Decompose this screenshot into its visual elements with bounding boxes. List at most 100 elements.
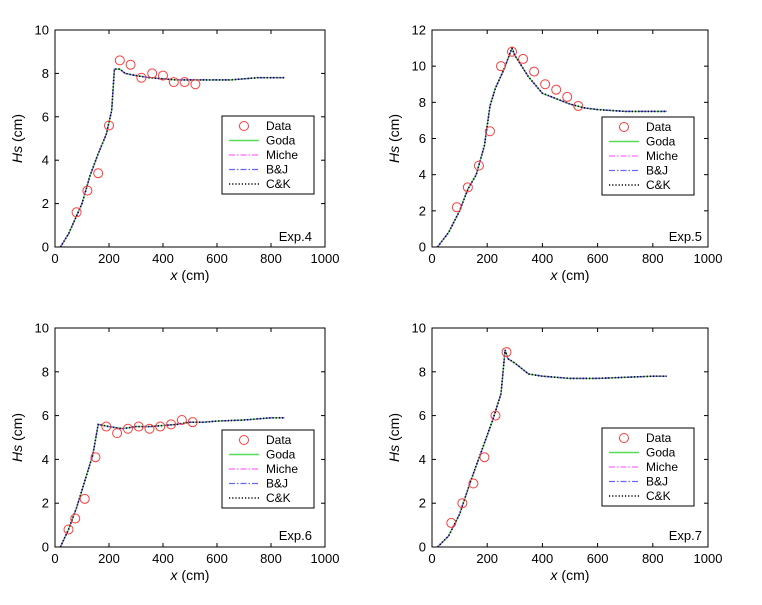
panel-label: Exp.5 (669, 229, 702, 244)
data-point (101, 421, 112, 432)
data-point (125, 59, 136, 70)
data-point (446, 517, 457, 528)
data-point (79, 493, 90, 504)
y-axis-label: Hs (cm) (386, 413, 402, 462)
data-point (187, 417, 198, 428)
legend-label-goda: Goda (646, 446, 676, 460)
x-tick-label: 0 (428, 551, 435, 566)
x-tick-label: 800 (642, 551, 664, 566)
data-point (529, 66, 540, 77)
x-tick-label: 600 (206, 551, 228, 566)
data-point (155, 421, 166, 432)
x-tick-label: 0 (51, 551, 58, 566)
data-point (158, 70, 168, 81)
data-point (473, 160, 484, 171)
y-tick-label: 2 (419, 496, 426, 511)
y-tick-label: 6 (42, 109, 49, 124)
legend-label-bandj: B&J (646, 164, 668, 178)
legend-label-miche: Miche (266, 462, 298, 476)
data-point (479, 452, 490, 463)
data-point (166, 419, 177, 430)
data-point (518, 53, 529, 64)
data-point (457, 498, 468, 509)
y-tick-label: 6 (419, 131, 426, 146)
legend-label-bandj: B&J (646, 475, 668, 489)
x-tick-label: 400 (152, 251, 174, 266)
y-axis-label: Hs (cm) (386, 114, 402, 163)
data-point (104, 120, 114, 131)
legend-label-candk: C&K (266, 177, 291, 191)
x-tick-label: 800 (642, 251, 664, 266)
legend-label-bandj: B&J (266, 163, 288, 177)
x-axis-label: x (cm) (170, 267, 210, 283)
chart-panel-exp-7: 0 200 400 600 800 1000 0 2 4 6 8 10 x (cm) Hs (cm) Dat… (386, 321, 722, 584)
x-tick-label: 800 (260, 251, 282, 266)
x-tick-label: 400 (532, 551, 554, 566)
y-tick-label: 10 (35, 23, 49, 38)
data-point (147, 68, 158, 79)
legend-label-goda: Goda (266, 448, 296, 462)
legend-marker-data (619, 122, 629, 132)
legend-label-candk: C&K (266, 491, 291, 505)
y-tick-label: 2 (42, 196, 49, 211)
x-tick-label: 600 (587, 251, 609, 266)
x-tick-label: 1000 (311, 551, 340, 566)
y-tick-label: 0 (42, 240, 49, 255)
x-axis-label: x (cm) (170, 567, 210, 583)
legend-label-data: Data (266, 119, 292, 133)
legend-label-data: Data (646, 431, 672, 445)
legend-label-miche: Miche (646, 460, 678, 474)
plot-area-frame (431, 327, 709, 548)
x-tick-label: 0 (51, 251, 58, 266)
data-point (562, 91, 573, 102)
y-tick-label: 10 (412, 59, 426, 74)
y-tick-label: 0 (42, 540, 49, 555)
data-point (133, 421, 144, 432)
y-tick-label: 4 (42, 153, 49, 168)
data-point (71, 207, 82, 218)
y-tick-label: 2 (419, 203, 426, 218)
x-tick-label: 400 (532, 251, 554, 266)
x-tick-label: 0 (428, 251, 435, 266)
x-axis-label: x (cm) (550, 267, 590, 283)
x-tick-label: 200 (98, 251, 120, 266)
x-tick-label: 600 (587, 551, 609, 566)
legend-label-data: Data (646, 120, 672, 134)
legend-marker-data (619, 433, 629, 443)
x-tick-label: 200 (476, 551, 498, 566)
x-tick-label: 800 (260, 551, 282, 566)
x-tick-label: 400 (152, 551, 174, 566)
data-point (112, 428, 123, 439)
x-tick-label: 1000 (694, 251, 723, 266)
data-point (490, 410, 501, 421)
data-point (468, 478, 479, 489)
legend-label-bandj: B&J (266, 477, 288, 491)
plot-area-frame (54, 327, 326, 548)
legend-label-goda: Goda (646, 135, 676, 149)
data-point (90, 452, 101, 463)
y-axis-label: Hs (cm) (9, 114, 25, 163)
x-tick-label: 1000 (694, 551, 723, 566)
chart-panel-exp-5: 0 200 400 600 800 1000 0 2 4 6 8 10 12 x (cm) Hs (cm) D… (386, 23, 722, 284)
legend-label-miche: Miche (266, 148, 298, 162)
x-tick-label: 600 (206, 251, 228, 266)
y-tick-label: 4 (419, 167, 426, 182)
data-point (179, 77, 190, 88)
x-axis-label: x (cm) (550, 567, 590, 583)
data-point (82, 185, 93, 196)
y-tick-label: 0 (419, 240, 426, 255)
y-tick-label: 6 (419, 408, 426, 423)
data-point (190, 79, 201, 90)
panel-label: Exp.6 (279, 528, 312, 543)
data-point (551, 84, 562, 95)
legend-marker-data (239, 121, 249, 131)
legend-label-candk: C&K (646, 178, 671, 192)
data-point (114, 55, 125, 66)
y-tick-label: 8 (42, 364, 49, 379)
y-tick-label: 2 (42, 496, 49, 511)
series-line-candk (436, 45, 667, 248)
y-tick-label: 0 (419, 540, 426, 555)
